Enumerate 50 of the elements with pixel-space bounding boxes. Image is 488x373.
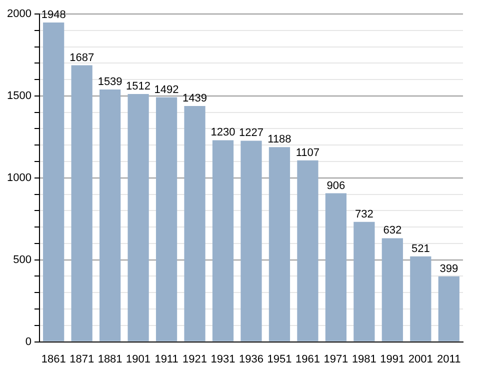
bar: [268, 147, 290, 342]
data-label: 521: [411, 242, 430, 255]
data-label: 906: [326, 180, 346, 192]
data-label: 1107: [296, 146, 320, 159]
y-tick-label: 1000: [6, 172, 32, 184]
data-label: 1439: [182, 92, 208, 104]
x-tick-label: 2001: [408, 353, 433, 366]
bar: [354, 222, 375, 342]
bar: [240, 140, 262, 342]
data-label: 1512: [126, 80, 151, 93]
data-label: 1948: [41, 9, 66, 22]
bar: [410, 256, 432, 342]
x-tick-label: 1861: [41, 353, 66, 366]
y-tick-label: 500: [13, 254, 32, 266]
data-label: 1492: [154, 84, 179, 96]
data-label: 1227: [238, 127, 264, 140]
bar: [156, 97, 178, 342]
bar: [71, 65, 92, 342]
x-tick-label: 2011: [437, 353, 461, 366]
data-label: 1539: [98, 76, 122, 88]
bar: [100, 90, 121, 342]
x-tick-label: 1981: [352, 353, 376, 366]
bar: [212, 140, 234, 342]
bar: [43, 22, 64, 342]
data-label: 1230: [210, 126, 236, 139]
bar: [438, 276, 460, 342]
bar: [325, 193, 346, 342]
x-tick-label: 1901: [126, 353, 151, 366]
data-label: 632: [383, 224, 402, 237]
x-tick-label: 1921: [182, 353, 208, 366]
bar: [128, 94, 149, 342]
x-tick-label: 1971: [324, 353, 348, 366]
data-label: 1188: [268, 134, 292, 146]
data-label: 399: [440, 262, 458, 275]
bar: [297, 160, 318, 342]
x-tick-label: 1911: [154, 353, 178, 366]
y-tick-label: 0: [25, 336, 32, 348]
bar: [184, 106, 206, 342]
y-tick-label: 1500: [6, 90, 32, 102]
x-tick-label: 1871: [70, 353, 94, 366]
x-tick-label: 1991: [380, 353, 405, 366]
x-tick-label: 1931: [210, 353, 236, 366]
x-tick-label: 1881: [98, 353, 122, 366]
x-tick-label: 1961: [295, 353, 320, 366]
bar: [382, 238, 403, 342]
y-tick-label: 2000: [6, 8, 32, 20]
x-tick-label: 1951: [267, 353, 292, 366]
data-label: 1687: [70, 52, 94, 64]
data-label: 732: [354, 208, 374, 220]
x-tick-label: 1936: [238, 353, 264, 366]
